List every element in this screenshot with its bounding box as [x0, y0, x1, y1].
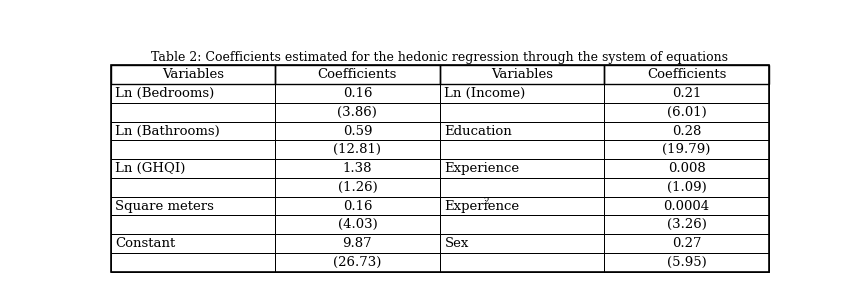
Bar [604, 140, 769, 159]
Text: Variables: Variables [491, 68, 553, 81]
Text: 0.27: 0.27 [672, 237, 701, 250]
Bar [111, 65, 275, 84]
Bar [604, 159, 769, 178]
Bar [604, 103, 769, 122]
Bar [275, 216, 440, 234]
Bar [111, 122, 275, 140]
Bar [604, 122, 769, 140]
Bar [440, 65, 604, 84]
Bar [111, 140, 275, 159]
Bar [111, 216, 275, 234]
Bar [275, 122, 440, 140]
Text: Square meters: Square meters [115, 200, 214, 213]
Text: (6.01): (6.01) [667, 106, 706, 119]
Text: 0.16: 0.16 [342, 200, 372, 213]
Text: (3.26): (3.26) [667, 218, 706, 231]
Bar [604, 197, 769, 216]
Text: Experience: Experience [444, 200, 519, 213]
Bar [111, 65, 769, 272]
Bar [604, 65, 769, 84]
Text: 0.0004: 0.0004 [663, 200, 710, 213]
Bar [275, 84, 440, 103]
Text: Ln (Bedrooms): Ln (Bedrooms) [115, 87, 214, 100]
Bar [275, 103, 440, 122]
Bar [604, 178, 769, 197]
Bar [440, 122, 604, 140]
Bar [604, 234, 769, 253]
Text: 1.38: 1.38 [342, 162, 372, 175]
Text: Variables: Variables [162, 68, 224, 81]
Bar [440, 234, 604, 253]
Bar [604, 216, 769, 234]
Bar [440, 84, 604, 103]
Bar [440, 253, 604, 272]
Text: Coefficients: Coefficients [317, 68, 397, 81]
Bar [111, 103, 275, 122]
Text: 0.008: 0.008 [668, 162, 705, 175]
Text: (19.79): (19.79) [662, 143, 710, 156]
Bar [111, 197, 275, 216]
Bar [440, 140, 604, 159]
Bar [111, 159, 275, 178]
Text: Coefficients: Coefficients [647, 68, 726, 81]
Bar [111, 84, 275, 103]
Bar [275, 65, 440, 84]
Text: 0.16: 0.16 [342, 87, 372, 100]
Bar [275, 159, 440, 178]
Text: Ln (Income): Ln (Income) [444, 87, 526, 100]
Text: Experience: Experience [444, 162, 519, 175]
Text: 0.28: 0.28 [672, 124, 701, 138]
Text: Sex: Sex [444, 237, 468, 250]
Text: 0.21: 0.21 [672, 87, 701, 100]
Bar [275, 234, 440, 253]
Bar [440, 178, 604, 197]
Bar [275, 197, 440, 216]
Text: 2: 2 [483, 197, 488, 206]
Bar [604, 84, 769, 103]
Text: 9.87: 9.87 [342, 237, 372, 250]
Text: Ln (GHQI): Ln (GHQI) [115, 162, 185, 175]
Text: Education: Education [444, 124, 512, 138]
Text: (1.09): (1.09) [667, 181, 706, 194]
Bar [275, 140, 440, 159]
Text: Constant: Constant [115, 237, 176, 250]
Text: (12.81): (12.81) [334, 143, 382, 156]
Text: Ln (Bathrooms): Ln (Bathrooms) [115, 124, 220, 138]
Bar [275, 253, 440, 272]
Bar [440, 103, 604, 122]
Text: (26.73): (26.73) [333, 256, 382, 269]
Bar [111, 253, 275, 272]
Text: (1.26): (1.26) [337, 181, 378, 194]
Bar [440, 159, 604, 178]
Text: Table 2: Coefficients estimated for the hedonic regression through the system of: Table 2: Coefficients estimated for the … [151, 51, 728, 64]
Bar [440, 216, 604, 234]
Bar [111, 234, 275, 253]
Bar [275, 178, 440, 197]
Bar [604, 253, 769, 272]
Text: (5.95): (5.95) [667, 256, 706, 269]
Bar [111, 178, 275, 197]
Text: 0.59: 0.59 [342, 124, 372, 138]
Text: (3.86): (3.86) [337, 106, 378, 119]
Text: (4.03): (4.03) [337, 218, 378, 231]
Bar [440, 197, 604, 216]
